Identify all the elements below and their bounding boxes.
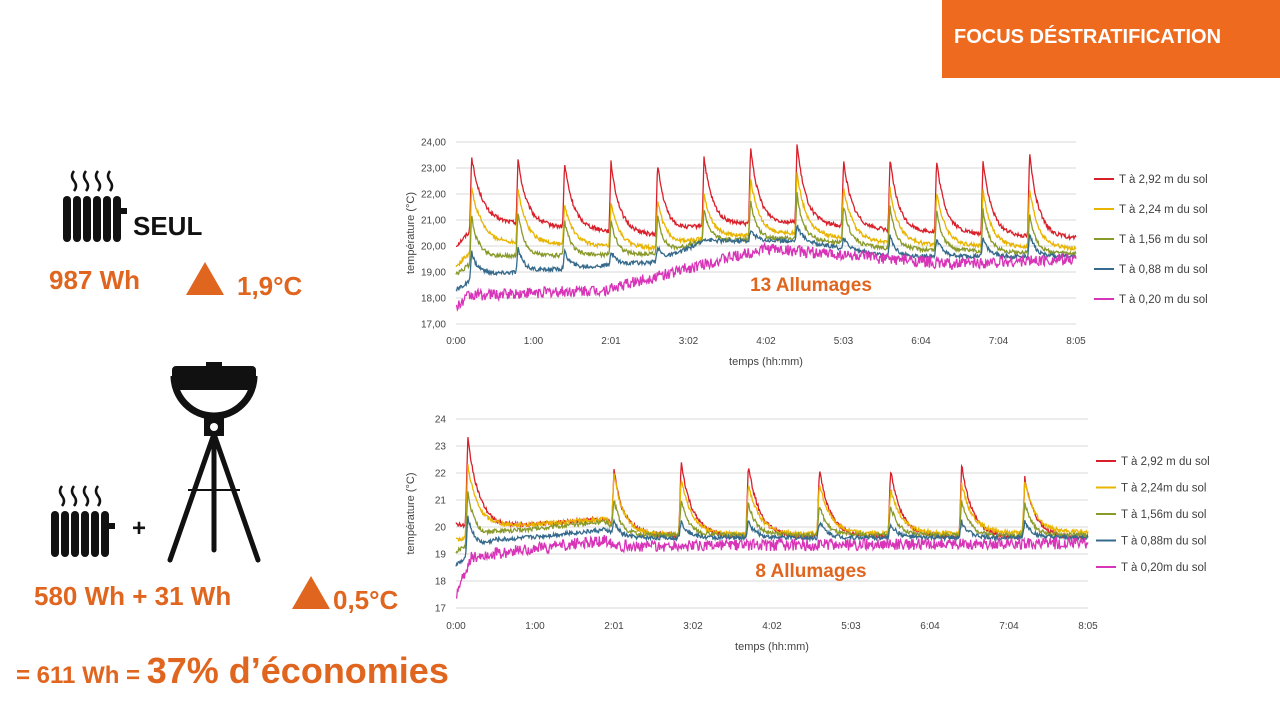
total-savings: = 611 Wh = 37% d’économies bbox=[16, 650, 449, 692]
series-line bbox=[455, 491, 1089, 554]
delta-radiator-only: 1,9°C bbox=[237, 271, 303, 301]
x-tick-label: 1:00 bbox=[524, 336, 544, 347]
delta-combined: 0,5°C bbox=[333, 585, 399, 615]
delta-up-icon bbox=[186, 262, 224, 295]
legend-label: T à 2,24m du sol bbox=[1121, 483, 1206, 495]
y-tick-label: 19,00 bbox=[421, 268, 446, 279]
series-line bbox=[455, 192, 1077, 276]
series-line bbox=[456, 144, 1077, 248]
destratifier-tripod-icon bbox=[167, 362, 261, 563]
x-tick-label: 5:03 bbox=[834, 336, 854, 347]
y-tick-label: 21,00 bbox=[421, 216, 446, 227]
legend-label: T à 0,88m du sol bbox=[1121, 536, 1206, 548]
legend-label: T à 2,24 m du sol bbox=[1119, 204, 1208, 216]
x-tick-label: 0:00 bbox=[446, 336, 466, 347]
plus-sign: + bbox=[132, 515, 147, 542]
series-line bbox=[455, 172, 1077, 268]
legend-label: T à 0,20 m du sol bbox=[1119, 294, 1208, 306]
radiator-icon bbox=[51, 485, 115, 557]
x-tick-label: 2:01 bbox=[601, 336, 621, 347]
y-tick-label: 17,00 bbox=[421, 320, 446, 331]
x-tick-label: 6:04 bbox=[911, 336, 931, 347]
y-tick-label: 21 bbox=[435, 496, 447, 507]
x-tick-label: 4:02 bbox=[762, 621, 782, 632]
annotation-allumages: 13 Allumages bbox=[750, 275, 872, 296]
x-tick-label: 1:00 bbox=[525, 621, 545, 632]
seul-label: SEUL bbox=[133, 211, 203, 241]
energy-radiator-only: 987 Wh bbox=[49, 265, 141, 295]
x-tick-label: 6:04 bbox=[920, 621, 940, 632]
x-axis-title: temps (hh:mm) bbox=[729, 356, 803, 368]
y-tick-label: 17 bbox=[435, 604, 447, 615]
series-line bbox=[455, 224, 1077, 292]
y-tick-label: 22 bbox=[435, 469, 447, 480]
y-tick-label: 24,00 bbox=[421, 138, 446, 149]
x-tick-label: 7:04 bbox=[999, 621, 1019, 632]
legend-label: T à 1,56m du sol bbox=[1121, 509, 1206, 521]
x-tick-label: 0:00 bbox=[446, 621, 466, 632]
y-tick-label: 20 bbox=[435, 523, 447, 534]
annotation-allumages: 8 Allumages bbox=[755, 561, 866, 582]
legend-label: T à 0,88 m du sol bbox=[1119, 264, 1208, 276]
x-tick-label: 3:02 bbox=[679, 336, 699, 347]
legend-label: T à 2,92 m du sol bbox=[1121, 456, 1210, 468]
y-tick-label: 20,00 bbox=[421, 242, 446, 253]
radiator-icon bbox=[63, 170, 127, 242]
y-tick-label: 18,00 bbox=[421, 294, 446, 305]
y-tick-label: 22,00 bbox=[421, 190, 446, 201]
x-tick-label: 5:03 bbox=[841, 621, 861, 632]
legend-label: T à 2,92 m du sol bbox=[1119, 174, 1208, 186]
x-axis-title: temps (hh:mm) bbox=[735, 641, 809, 653]
total-prefix: = 611 Wh = bbox=[16, 662, 147, 689]
delta-up-icon bbox=[292, 576, 330, 609]
y-tick-label: 18 bbox=[435, 577, 447, 588]
y-tick-label: 19 bbox=[435, 550, 447, 561]
section-banner: FOCUS DÉSTRATIFICATION bbox=[942, 0, 1280, 78]
energy-combined: 580 Wh + 31 Wh bbox=[34, 581, 232, 611]
x-tick-label: 8:05 bbox=[1066, 336, 1086, 347]
legend-label: T à 1,56 m du sol bbox=[1119, 234, 1208, 246]
series-line bbox=[455, 464, 1089, 542]
x-tick-label: 4:02 bbox=[756, 336, 776, 347]
savings-highlight: 37% d’économies bbox=[146, 650, 449, 691]
y-tick-label: 23 bbox=[435, 442, 447, 453]
x-tick-label: 3:02 bbox=[683, 621, 703, 632]
series-line bbox=[455, 241, 1077, 312]
chart-temperature-radiator: 24,00 23,00 22,00 21,00 20,00 19,00 18,00 17,00… bbox=[405, 138, 1208, 369]
y-tick-label: 24 bbox=[435, 415, 447, 426]
legend-label: T à 0,20m du sol bbox=[1121, 562, 1206, 574]
y-axis-title: température (°C) bbox=[405, 192, 417, 274]
banner-title: FOCUS DÉSTRATIFICATION bbox=[954, 26, 1222, 48]
y-axis-title: température (°C) bbox=[405, 472, 417, 554]
x-tick-label: 8:05 bbox=[1078, 621, 1098, 632]
x-tick-label: 7:04 bbox=[989, 336, 1009, 347]
x-tick-label: 2:01 bbox=[604, 621, 624, 632]
series-line bbox=[455, 515, 1089, 567]
series-line bbox=[455, 534, 1089, 599]
chart-temperature-radiator-destratifier: 24 23 22 21 20 19 18 17 0:00 1:00 2:01 3:02 4:02 5:03… bbox=[405, 415, 1210, 654]
y-tick-label: 23,00 bbox=[421, 164, 446, 175]
